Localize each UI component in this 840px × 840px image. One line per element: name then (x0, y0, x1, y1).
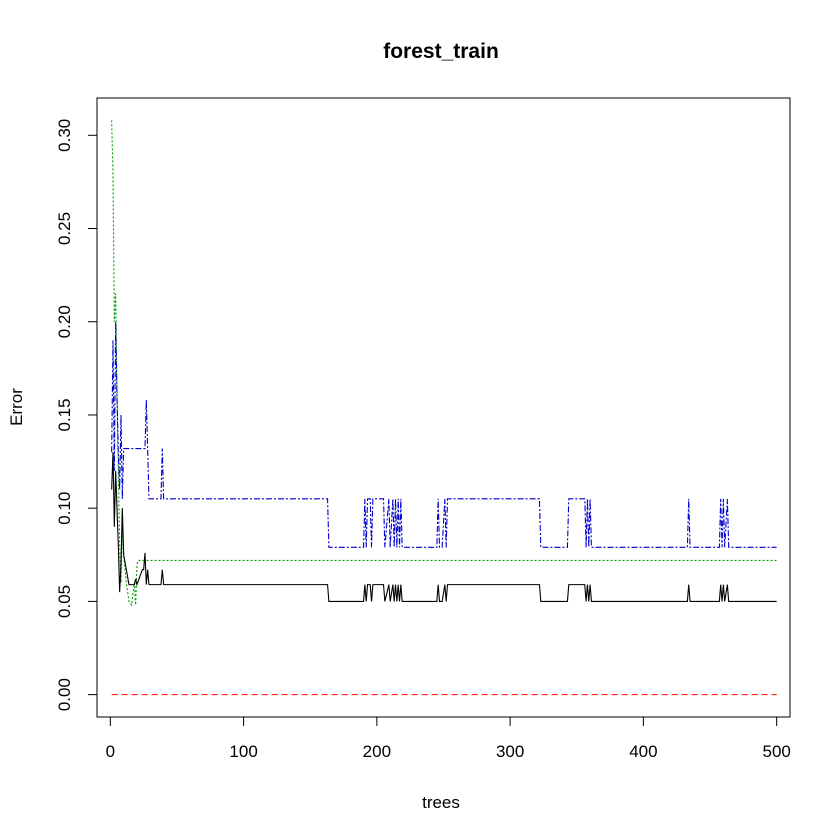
series-line-3 (111, 452, 777, 602)
series-line-1 (111, 120, 777, 607)
y-tick-label: 0.30 (55, 119, 74, 152)
y-tick-label: 0.00 (55, 678, 74, 711)
y-axis-label: Error (7, 388, 26, 426)
y-tick-label: 0.15 (55, 398, 74, 431)
x-tick-label: 0 (106, 742, 115, 761)
x-tick-label: 300 (496, 742, 524, 761)
x-tick-label: 400 (629, 742, 657, 761)
series-layer (111, 120, 777, 696)
x-tick-label: 100 (229, 742, 257, 761)
y-tick-label: 0.20 (55, 305, 74, 338)
y-tick-label: 0.10 (55, 492, 74, 525)
x-tick-label: 500 (762, 742, 790, 761)
y-tick-label: 0.25 (55, 212, 74, 245)
y-tick-label: 0.05 (55, 585, 74, 618)
x-axis-label: trees (422, 793, 460, 812)
chart-title: forest_train (383, 40, 499, 63)
y-axis: 0.00 0.05 0.10 0.15 0.20 0.25 0.30 (55, 119, 98, 711)
plot-frame (96, 97, 791, 718)
x-tick-label: 200 (363, 742, 391, 761)
x-axis: 0 100 200 300 400 500 (106, 716, 791, 761)
series-line-2 (111, 321, 777, 548)
